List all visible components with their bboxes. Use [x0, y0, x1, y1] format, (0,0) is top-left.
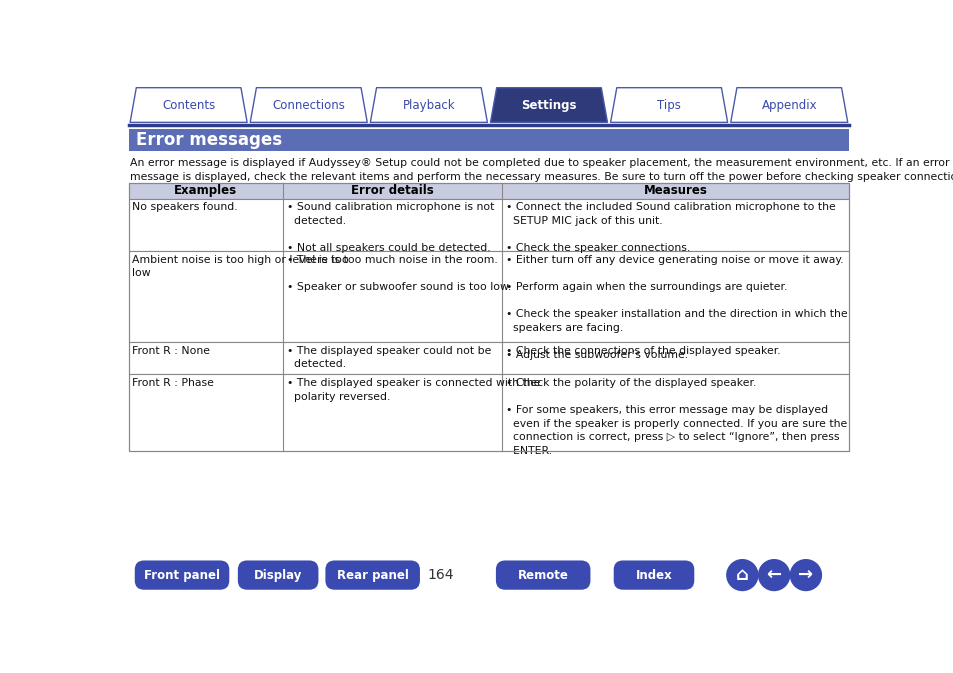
Text: • Either turn off any device generating noise or move it away.

• Perform again : • Either turn off any device generating …	[505, 255, 846, 360]
Text: Remote: Remote	[517, 569, 568, 581]
Text: Contents: Contents	[162, 100, 215, 112]
Polygon shape	[250, 87, 367, 122]
Text: Front R : None: Front R : None	[132, 346, 211, 355]
FancyBboxPatch shape	[496, 561, 590, 590]
Circle shape	[790, 560, 821, 590]
Text: Error messages: Error messages	[136, 131, 282, 149]
Text: Error details: Error details	[351, 184, 434, 197]
Text: Rear panel: Rear panel	[336, 569, 408, 581]
FancyBboxPatch shape	[237, 561, 318, 590]
Text: Measures: Measures	[643, 184, 707, 197]
Text: 164: 164	[427, 568, 454, 582]
Text: • Sound calibration microphone is not
  detected.

• Not all speakers could be d: • Sound calibration microphone is not de…	[286, 203, 494, 253]
Text: Display: Display	[253, 569, 302, 581]
Circle shape	[726, 560, 757, 590]
Text: Front R : Phase: Front R : Phase	[132, 378, 214, 388]
Text: Examples: Examples	[173, 184, 237, 197]
Bar	[129, 342, 848, 374]
Text: Connections: Connections	[272, 100, 345, 112]
Bar	[129, 183, 848, 199]
Text: • Connect the included Sound calibration microphone to the
  SETUP MIC jack of t: • Connect the included Sound calibration…	[505, 203, 835, 253]
Text: Settings: Settings	[520, 100, 577, 112]
Bar	[129, 199, 848, 251]
Bar	[129, 129, 848, 151]
Text: Playback: Playback	[402, 100, 455, 112]
Polygon shape	[490, 87, 607, 122]
Text: • Check the polarity of the displayed speaker.

• For some speakers, this error : • Check the polarity of the displayed sp…	[505, 378, 846, 456]
Text: • The displayed speaker could not be
  detected.: • The displayed speaker could not be det…	[286, 346, 491, 369]
Polygon shape	[730, 87, 847, 122]
Text: ←: ←	[766, 566, 781, 584]
Bar	[129, 251, 848, 342]
Circle shape	[758, 560, 789, 590]
FancyBboxPatch shape	[325, 561, 419, 590]
Polygon shape	[130, 87, 247, 122]
Text: • The displayed speaker is connected with the
  polarity reversed.: • The displayed speaker is connected wit…	[286, 378, 539, 402]
Text: Front panel: Front panel	[144, 569, 220, 581]
Text: An error message is displayed if Audyssey® Setup could not be completed due to s: An error message is displayed if Audysse…	[130, 157, 953, 182]
Polygon shape	[610, 87, 727, 122]
Text: • There is too much noise in the room.

• Speaker or subwoofer sound is too low.: • There is too much noise in the room. •…	[286, 255, 511, 292]
Bar	[129, 374, 848, 451]
Bar	[129, 183, 848, 451]
Text: Appendix: Appendix	[760, 100, 816, 112]
Text: ⌂: ⌂	[735, 566, 748, 584]
Text: →: →	[798, 566, 813, 584]
FancyBboxPatch shape	[613, 561, 694, 590]
Text: • Check the connections of the displayed speaker.: • Check the connections of the displayed…	[505, 346, 780, 355]
Text: Index: Index	[635, 569, 672, 581]
FancyBboxPatch shape	[134, 561, 229, 590]
Text: No speakers found.: No speakers found.	[132, 203, 238, 213]
Text: Ambient noise is too high or level is too
low: Ambient noise is too high or level is to…	[132, 255, 349, 279]
Polygon shape	[370, 87, 487, 122]
Text: Tips: Tips	[657, 100, 680, 112]
